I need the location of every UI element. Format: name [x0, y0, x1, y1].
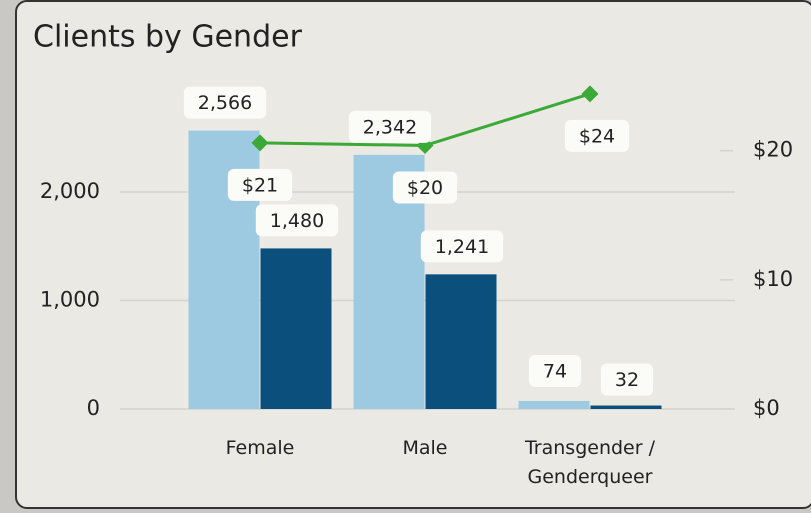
y2-tick-label: $0 [753, 396, 780, 420]
data-label-box [600, 363, 654, 396]
data-label: 2,342 [363, 116, 417, 138]
bar [590, 405, 662, 409]
data-label: 32 [615, 369, 639, 391]
data-label: 1,241 [435, 236, 489, 258]
bar [518, 400, 590, 409]
y2-tick-label: $20 [753, 138, 793, 162]
y2-tick-label: $10 [753, 267, 793, 291]
data-label: $21 [242, 174, 278, 196]
data-label-box [348, 110, 432, 143]
data-label-box [528, 354, 582, 387]
bar [260, 248, 332, 409]
data-label-box [392, 171, 458, 204]
data-label: $20 [407, 177, 443, 199]
marker [251, 134, 269, 152]
data-label-box [183, 86, 267, 119]
data-label-box [227, 168, 293, 201]
x-tick-label: Transgender / Genderqueer [524, 437, 655, 488]
x-tick-label: Male [402, 437, 448, 459]
marker [581, 85, 599, 103]
data-label: 74 [543, 360, 567, 382]
data-label-box [420, 230, 504, 263]
data-label: 2,566 [198, 92, 252, 114]
x-tick-label: Female [225, 437, 295, 459]
data-label-box [564, 119, 630, 152]
y-tick-label: 1,000 [40, 288, 100, 312]
data-label: 1,480 [270, 210, 324, 232]
bar [425, 274, 497, 409]
chart-title: Clients by Gender [33, 20, 303, 55]
data-label-box [255, 204, 339, 237]
y-tick-label: 2,000 [40, 179, 100, 203]
data-label: $24 [579, 125, 615, 147]
y-tick-label: 0 [87, 396, 100, 420]
